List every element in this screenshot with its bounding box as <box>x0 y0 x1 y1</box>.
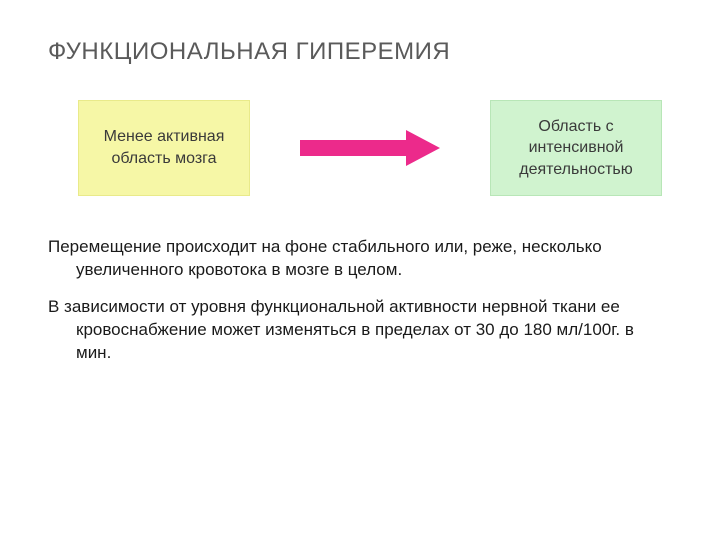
paragraph-1: Перемещение происходит на фоне стабильно… <box>48 236 672 282</box>
paragraph-2: В зависимости от уровня функциональной а… <box>48 296 672 365</box>
slide: ФУНКЦИОНАЛЬНАЯ ГИПЕРЕМИЯ Менее активная … <box>0 0 720 540</box>
paragraph-2-text: В зависимости от уровня функциональной а… <box>48 296 672 365</box>
slide-title: ФУНКЦИОНАЛЬНАЯ ГИПЕРЕМИЯ <box>48 38 672 66</box>
arrow-icon <box>300 128 440 168</box>
node-less-active-region: Менее активная область мозга <box>78 100 250 196</box>
paragraph-1-text: Перемещение происходит на фоне стабильно… <box>48 236 672 282</box>
body-text: Перемещение происходит на фоне стабильно… <box>48 236 672 365</box>
node-intensive-activity-region: Область с интенсивной деятельностью <box>490 100 662 196</box>
arrow-wrap <box>300 128 440 168</box>
diagram: Менее активная область мозга Область с и… <box>48 100 672 196</box>
